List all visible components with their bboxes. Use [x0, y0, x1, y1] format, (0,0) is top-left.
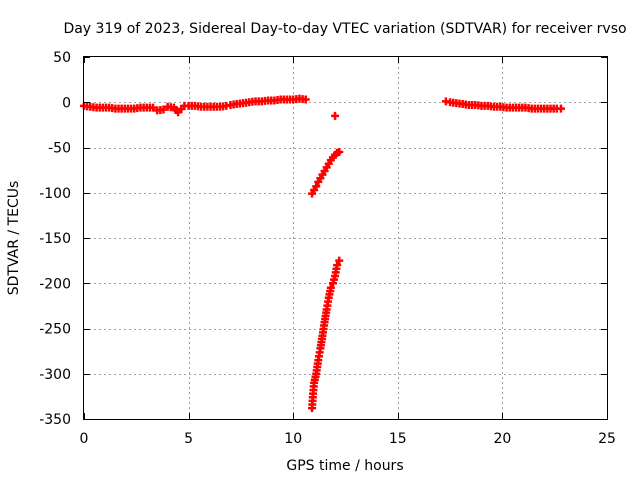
series-2 [308, 148, 344, 198]
y-tick-label: -50 [48, 141, 71, 157]
data-point [335, 148, 344, 157]
x-tick-label: 15 [389, 431, 407, 447]
chart-title: Day 319 of 2023, Sidereal Day-to-day VTE… [63, 21, 626, 37]
data-point [149, 103, 158, 112]
y-tick-label: -150 [39, 231, 71, 247]
series-1 [80, 94, 310, 117]
x-tick-label: 25 [598, 431, 616, 447]
y-tick-label: -200 [39, 276, 71, 292]
grid-lines [84, 57, 607, 419]
data-point [335, 256, 344, 265]
plot-frame [83, 56, 608, 420]
y-tick-label: -100 [39, 186, 71, 202]
x-tick-label: 20 [493, 431, 511, 447]
data-point [556, 104, 565, 113]
x-axis-ticks: 0 5 10 15 20 25 [80, 57, 616, 447]
x-tick-label: 0 [80, 431, 89, 447]
y-tick-label: -250 [39, 322, 71, 338]
data-point [301, 95, 310, 104]
y-tick-label: -300 [39, 367, 71, 383]
data-points [80, 94, 565, 413]
x-axis-label: GPS time / hours [286, 458, 403, 474]
y-axis-ticks: 50 0 -50 -100 -150 -200 -250 -300 -350 [39, 50, 607, 428]
y-tick-label: 0 [62, 95, 71, 111]
data-point [312, 182, 321, 191]
data-point [159, 105, 168, 114]
x-tick-label: 5 [184, 431, 193, 447]
data-point [333, 261, 342, 270]
series-5 [441, 97, 565, 113]
y-axis-label: SDTVAR / TECUs [6, 181, 22, 296]
y-tick-label: -350 [39, 412, 71, 428]
data-point [331, 111, 340, 120]
series-3 [331, 111, 340, 120]
x-tick-label: 10 [284, 431, 302, 447]
data-point [326, 283, 335, 292]
series-4 [308, 256, 344, 413]
y-tick-label: 50 [53, 50, 71, 66]
